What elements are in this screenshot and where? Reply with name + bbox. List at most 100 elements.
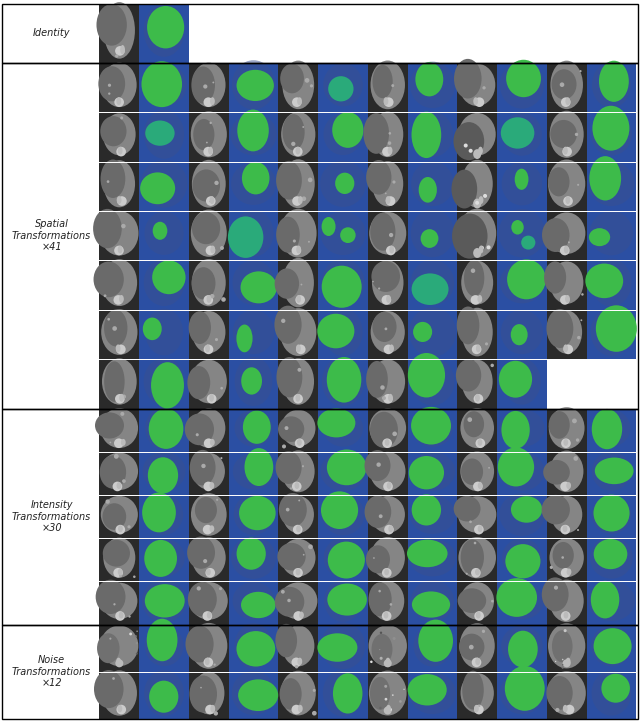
Bar [318,538,367,581]
Bar [367,260,408,310]
Bar [587,211,636,260]
Circle shape [380,385,385,390]
Ellipse shape [371,537,405,578]
Ellipse shape [592,62,631,108]
Ellipse shape [370,452,406,491]
Ellipse shape [190,623,227,669]
Bar [367,672,408,719]
Ellipse shape [116,97,121,105]
Ellipse shape [321,217,335,236]
Ellipse shape [498,448,534,487]
Circle shape [373,557,375,559]
Ellipse shape [100,455,126,489]
Ellipse shape [591,308,632,356]
Ellipse shape [145,407,183,449]
Ellipse shape [207,612,212,619]
Ellipse shape [594,539,627,569]
Circle shape [382,568,392,578]
Bar [229,672,278,719]
Ellipse shape [511,496,542,523]
Ellipse shape [565,196,570,204]
Ellipse shape [142,492,176,532]
Ellipse shape [389,246,394,254]
Ellipse shape [233,453,275,489]
Ellipse shape [371,496,405,533]
Circle shape [564,705,574,714]
Ellipse shape [563,526,568,532]
Ellipse shape [102,260,137,306]
Circle shape [384,659,392,667]
Ellipse shape [296,568,300,576]
Circle shape [383,345,394,354]
Bar [99,260,140,310]
Circle shape [204,295,213,305]
Ellipse shape [296,295,301,303]
Ellipse shape [328,542,365,578]
Bar [229,625,278,672]
Ellipse shape [237,70,274,101]
Circle shape [136,642,138,644]
Bar [497,625,547,672]
Circle shape [108,84,111,87]
Ellipse shape [294,482,300,489]
Ellipse shape [388,526,393,532]
Ellipse shape [192,408,225,448]
Ellipse shape [408,353,445,398]
Ellipse shape [386,295,391,303]
Bar [2,4,638,63]
Ellipse shape [276,217,300,252]
Ellipse shape [145,494,183,535]
Circle shape [104,294,106,297]
Circle shape [117,196,127,206]
Ellipse shape [409,672,456,714]
Ellipse shape [506,544,540,578]
Ellipse shape [191,493,227,536]
Ellipse shape [365,495,391,528]
Ellipse shape [412,495,441,526]
Ellipse shape [591,495,631,534]
Ellipse shape [456,359,481,392]
Ellipse shape [383,97,388,105]
Ellipse shape [275,624,297,657]
Circle shape [113,568,123,578]
Bar [318,495,367,538]
Ellipse shape [419,177,437,202]
Bar [140,4,189,63]
Ellipse shape [116,482,122,489]
Ellipse shape [413,322,432,342]
Ellipse shape [93,262,124,297]
Bar [140,538,189,581]
Bar [278,581,318,625]
Circle shape [298,368,301,372]
Circle shape [389,709,392,711]
Ellipse shape [500,452,544,491]
Bar [140,495,189,538]
Ellipse shape [591,670,631,716]
Ellipse shape [281,539,316,576]
Ellipse shape [499,493,545,536]
Text: Intensity
Transformations
×30: Intensity Transformations ×30 [12,500,92,534]
Bar [497,112,547,161]
Ellipse shape [321,211,365,255]
Circle shape [129,615,131,617]
Ellipse shape [100,116,127,146]
Ellipse shape [317,633,357,662]
Ellipse shape [497,578,537,617]
Ellipse shape [340,227,356,243]
Circle shape [219,587,222,590]
Bar [278,495,318,538]
Ellipse shape [473,199,481,208]
Ellipse shape [372,111,403,157]
Ellipse shape [145,212,184,255]
Circle shape [210,294,214,299]
Ellipse shape [323,114,362,155]
Ellipse shape [372,312,397,342]
Circle shape [473,482,483,491]
Circle shape [474,394,483,403]
Ellipse shape [141,160,188,208]
Bar [457,625,497,672]
Ellipse shape [296,526,301,532]
Ellipse shape [317,314,355,348]
Circle shape [469,521,472,523]
Ellipse shape [499,361,532,398]
